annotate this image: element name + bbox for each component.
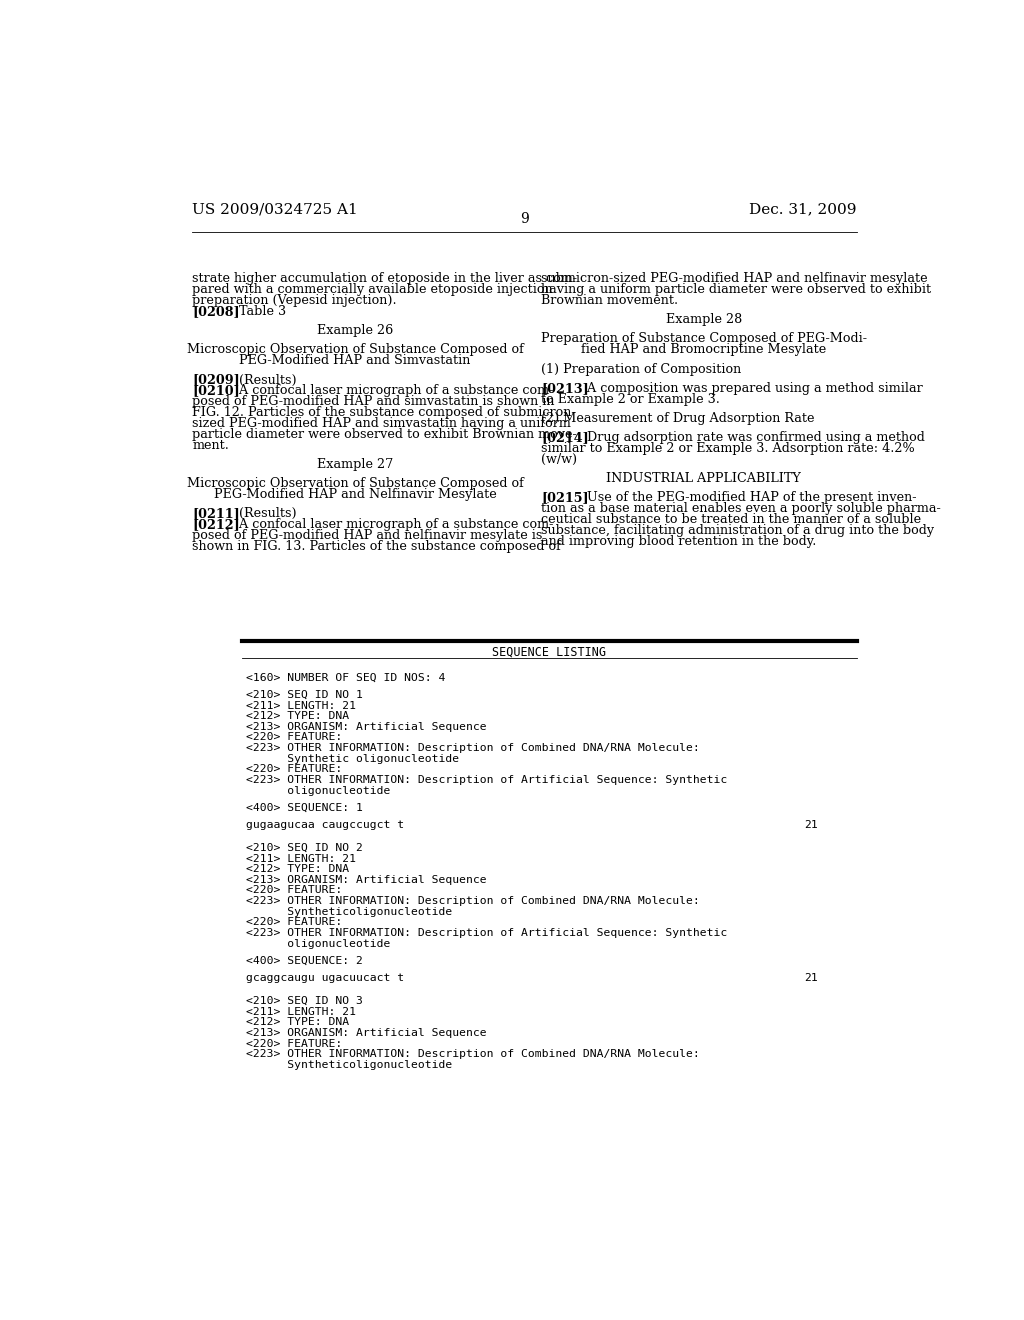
Text: (w/w): (w/w) [541, 453, 578, 466]
Text: A composition was prepared using a method similar: A composition was prepared using a metho… [571, 381, 923, 395]
Text: <223> OTHER INFORMATION: Description of Artificial Sequence: Synthetic: <223> OTHER INFORMATION: Description of … [246, 928, 727, 939]
Text: <400> SEQUENCE: 1: <400> SEQUENCE: 1 [246, 803, 362, 813]
Text: 21: 21 [804, 973, 818, 982]
Text: ment.: ment. [193, 440, 229, 453]
Text: <211> LENGTH: 21: <211> LENGTH: 21 [246, 854, 355, 863]
Text: 21: 21 [804, 820, 818, 829]
Text: Drug adsorption rate was confirmed using a method: Drug adsorption rate was confirmed using… [571, 430, 925, 444]
Text: Preparation of Substance Composed of PEG-Modi-: Preparation of Substance Composed of PEG… [541, 333, 867, 346]
Text: tion as a base material enables even a poorly soluble pharma-: tion as a base material enables even a p… [541, 502, 941, 515]
Text: <220> FEATURE:: <220> FEATURE: [246, 886, 342, 895]
Text: [0209]: [0209] [193, 374, 240, 387]
Text: <223> OTHER INFORMATION: Description of Combined DNA/RNA Molecule:: <223> OTHER INFORMATION: Description of … [246, 1049, 699, 1059]
Text: <212> TYPE: DNA: <212> TYPE: DNA [246, 865, 349, 874]
Text: gugaagucaa caugccugct t: gugaagucaa caugccugct t [246, 820, 403, 829]
Text: <160> NUMBER OF SEQ ID NOS: 4: <160> NUMBER OF SEQ ID NOS: 4 [246, 673, 445, 682]
Text: <210> SEQ ID NO 1: <210> SEQ ID NO 1 [246, 690, 362, 700]
Text: and improving blood retention in the body.: and improving blood retention in the bod… [541, 535, 816, 548]
Text: Syntheticoligonucleotide: Syntheticoligonucleotide [246, 907, 452, 917]
Text: shown in FIG. 13. Particles of the substance composed of: shown in FIG. 13. Particles of the subst… [193, 540, 561, 553]
Text: INDUSTRIAL APPLICABILITY: INDUSTRIAL APPLICABILITY [606, 473, 801, 484]
Text: Table 3: Table 3 [222, 305, 286, 318]
Text: ceutical substance to be treated in the manner of a soluble: ceutical substance to be treated in the … [541, 513, 922, 525]
Text: submicron-sized PEG-modified HAP and nelfinavir mesylate: submicron-sized PEG-modified HAP and nel… [541, 272, 928, 285]
Text: [0210]: [0210] [193, 384, 240, 397]
Text: <213> ORGANISM: Artificial Sequence: <213> ORGANISM: Artificial Sequence [246, 875, 486, 884]
Text: <211> LENGTH: 21: <211> LENGTH: 21 [246, 1007, 355, 1016]
Text: posed of PEG-modified HAP and nelfinavir mesylate is: posed of PEG-modified HAP and nelfinavir… [193, 529, 543, 543]
Text: PEG-Modified HAP and Nelfinavir Mesylate: PEG-Modified HAP and Nelfinavir Mesylate [214, 488, 497, 502]
Text: fied HAP and Bromocriptine Mesylate: fied HAP and Bromocriptine Mesylate [582, 343, 826, 356]
Text: having a uniform particle diameter were observed to exhibit: having a uniform particle diameter were … [541, 284, 931, 296]
Text: substance, facilitating administration of a drug into the body: substance, facilitating administration o… [541, 524, 934, 537]
Text: Example 26: Example 26 [317, 325, 393, 338]
Text: Synthetic oligonucleotide: Synthetic oligonucleotide [246, 754, 459, 764]
Text: Syntheticoligonucleotide: Syntheticoligonucleotide [246, 1060, 452, 1069]
Text: <220> FEATURE:: <220> FEATURE: [246, 764, 342, 775]
Text: pared with a commercially available etoposide injection: pared with a commercially available etop… [193, 284, 553, 296]
Text: A confocal laser micrograph of a substance com-: A confocal laser micrograph of a substan… [222, 384, 553, 397]
Text: (2) Measurement of Drug Adsorption Rate: (2) Measurement of Drug Adsorption Rate [541, 412, 814, 425]
Text: sized PEG-modified HAP and simvastatin having a uniform: sized PEG-modified HAP and simvastatin h… [193, 417, 571, 430]
Text: <223> OTHER INFORMATION: Description of Combined DNA/RNA Molecule:: <223> OTHER INFORMATION: Description of … [246, 743, 699, 754]
Text: <223> OTHER INFORMATION: Description of Combined DNA/RNA Molecule:: <223> OTHER INFORMATION: Description of … [246, 896, 699, 906]
Text: <400> SEQUENCE: 2: <400> SEQUENCE: 2 [246, 956, 362, 966]
Text: <220> FEATURE:: <220> FEATURE: [246, 733, 342, 742]
Text: Microscopic Observation of Substance Composed of: Microscopic Observation of Substance Com… [186, 343, 523, 356]
Text: [0211]: [0211] [193, 507, 240, 520]
Text: Example 27: Example 27 [317, 458, 393, 471]
Text: Dec. 31, 2009: Dec. 31, 2009 [749, 202, 856, 216]
Text: SEQUENCE LISTING: SEQUENCE LISTING [493, 645, 606, 659]
Text: strate higher accumulation of etoposide in the liver as com-: strate higher accumulation of etoposide … [193, 272, 578, 285]
Text: 9: 9 [520, 213, 529, 226]
Text: <220> FEATURE:: <220> FEATURE: [246, 917, 342, 928]
Text: <212> TYPE: DNA: <212> TYPE: DNA [246, 711, 349, 721]
Text: to Example 2 or Example 3.: to Example 2 or Example 3. [541, 392, 720, 405]
Text: particle diameter were observed to exhibit Brownian move-: particle diameter were observed to exhib… [193, 428, 578, 441]
Text: gcaggcaugu ugacuucact t: gcaggcaugu ugacuucact t [246, 973, 403, 982]
Text: similar to Example 2 or Example 3. Adsorption rate: 4.2%: similar to Example 2 or Example 3. Adsor… [541, 442, 914, 455]
Text: [0213]: [0213] [541, 381, 589, 395]
Text: US 2009/0324725 A1: US 2009/0324725 A1 [193, 202, 358, 216]
Text: (Results): (Results) [222, 507, 296, 520]
Text: <210> SEQ ID NO 3: <210> SEQ ID NO 3 [246, 997, 362, 1006]
Text: <220> FEATURE:: <220> FEATURE: [246, 1039, 342, 1048]
Text: Use of the PEG-modified HAP of the present inven-: Use of the PEG-modified HAP of the prese… [571, 491, 916, 504]
Text: (Results): (Results) [222, 374, 296, 387]
Text: PEG-Modified HAP and Simvastatin: PEG-Modified HAP and Simvastatin [240, 354, 471, 367]
Text: posed of PEG-modified HAP and simvastatin is shown in: posed of PEG-modified HAP and simvastati… [193, 396, 555, 408]
Text: <212> TYPE: DNA: <212> TYPE: DNA [246, 1018, 349, 1027]
Text: Microscopic Observation of Substance Composed of: Microscopic Observation of Substance Com… [186, 478, 523, 490]
Text: oligonucleotide: oligonucleotide [246, 939, 390, 949]
Text: preparation (Vepesid injection).: preparation (Vepesid injection). [193, 294, 397, 308]
Text: [0208]: [0208] [193, 305, 240, 318]
Text: oligonucleotide: oligonucleotide [246, 785, 390, 796]
Text: [0214]: [0214] [541, 430, 589, 444]
Text: <210> SEQ ID NO 2: <210> SEQ ID NO 2 [246, 843, 362, 853]
Text: Example 28: Example 28 [666, 313, 742, 326]
Text: <211> LENGTH: 21: <211> LENGTH: 21 [246, 701, 355, 710]
Text: FIG. 12. Particles of the substance composed of submicron-: FIG. 12. Particles of the substance comp… [193, 407, 575, 420]
Text: A confocal laser micrograph of a substance com-: A confocal laser micrograph of a substan… [222, 519, 553, 532]
Text: [0215]: [0215] [541, 491, 589, 504]
Text: <223> OTHER INFORMATION: Description of Artificial Sequence: Synthetic: <223> OTHER INFORMATION: Description of … [246, 775, 727, 785]
Text: <213> ORGANISM: Artificial Sequence: <213> ORGANISM: Artificial Sequence [246, 1028, 486, 1038]
Text: Brownian movement.: Brownian movement. [541, 294, 678, 308]
Text: [0212]: [0212] [193, 519, 240, 532]
Text: <213> ORGANISM: Artificial Sequence: <213> ORGANISM: Artificial Sequence [246, 722, 486, 731]
Text: (1) Preparation of Composition: (1) Preparation of Composition [541, 363, 741, 376]
